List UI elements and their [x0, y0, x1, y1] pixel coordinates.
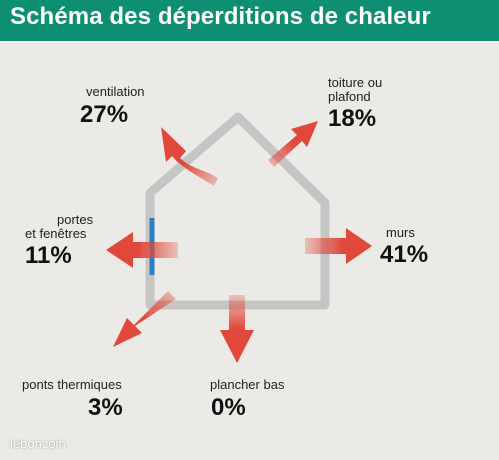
doors-label-line2: et fenêtres: [25, 226, 87, 241]
thermal-bridges-value: 3%: [88, 394, 123, 421]
ventilation-label: ventilation: [86, 84, 145, 99]
roof-arrow: [268, 121, 318, 167]
thermal-bridges-arrow: [113, 291, 176, 347]
doors-label-line1: portes: [57, 212, 94, 227]
thermal-bridges-label: ponts thermiques: [22, 377, 122, 392]
walls-label: murs: [386, 225, 415, 240]
roof-value: 18%: [328, 105, 377, 132]
doors-arrow: [106, 232, 178, 268]
floor-label: plancher bas: [210, 377, 285, 392]
title-bar: Schéma des déperditions de chaleur: [0, 0, 499, 41]
diagram-title: Schéma des déperditions de chaleur: [10, 3, 431, 30]
floor-arrow: [220, 295, 254, 363]
roof-label-line1: toiture ou: [328, 75, 383, 90]
floor-value: 0%: [211, 394, 246, 421]
ventilation-arrow: [161, 127, 218, 186]
doors-value: 11%: [25, 242, 72, 269]
roof-label-line2: plafond: [328, 89, 371, 104]
ventilation-value: 27%: [80, 101, 129, 128]
walls-value: 41%: [380, 241, 429, 268]
walls-arrow: [305, 228, 372, 264]
watermark: leboncoin: [10, 436, 66, 451]
